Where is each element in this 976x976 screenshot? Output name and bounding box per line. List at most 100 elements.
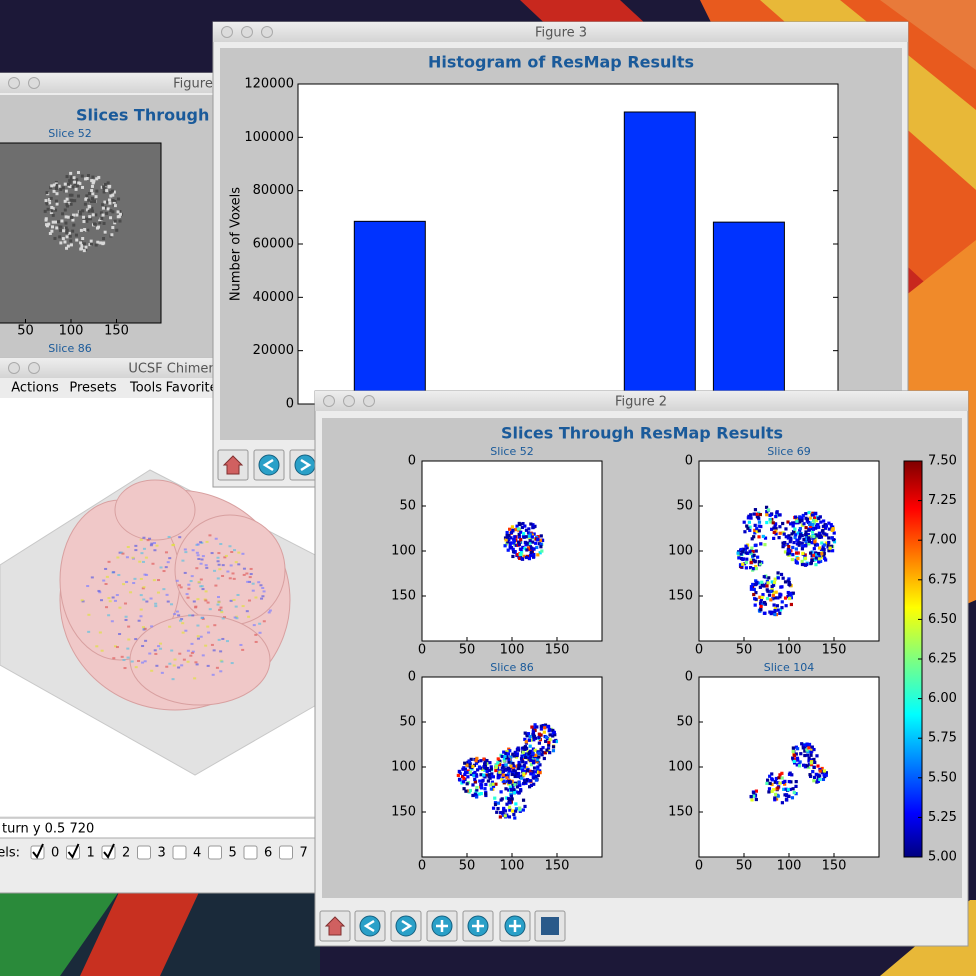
window-button[interactable]: [363, 395, 375, 407]
image-pixel: [464, 789, 468, 793]
image-pixel: [804, 530, 808, 534]
image-pixel: [109, 190, 113, 194]
image-pixel: [507, 788, 511, 792]
menu-item[interactable]: Tools: [129, 381, 162, 396]
window-button[interactable]: [8, 77, 20, 89]
surface-speck: [219, 670, 223, 673]
image-pixel: [787, 592, 791, 596]
surface-speck: [203, 598, 207, 601]
image-pixel: [496, 757, 500, 761]
surface-speck: [233, 616, 237, 619]
image-pixel: [59, 241, 63, 245]
image-pixel: [512, 788, 516, 792]
image-pixel: [94, 213, 98, 217]
image-pixel: [762, 600, 767, 605]
slice-image: [0, 142, 162, 324]
checkbox[interactable]: [279, 845, 293, 860]
surface-speck: [194, 606, 198, 609]
surface-speck: [129, 591, 133, 594]
image-pixel: [827, 527, 832, 531]
image-pixel: [512, 791, 517, 795]
image-pixel: [547, 725, 551, 729]
image-pixel: [788, 522, 793, 526]
image-pixel: [798, 520, 802, 524]
window-button[interactable]: [241, 26, 253, 38]
image-pixel: [806, 537, 811, 542]
image-pixel: [71, 218, 75, 222]
image-pixel: [534, 541, 538, 545]
image-pixel: [55, 185, 59, 189]
image-pixel: [499, 811, 503, 815]
image-pixel: [810, 745, 814, 749]
y-tick-label: 100000: [244, 130, 294, 145]
menu-item[interactable]: Actions: [11, 381, 59, 396]
image-pixel: [818, 774, 822, 778]
surface-speck: [216, 556, 220, 559]
icon-arrow: [300, 458, 312, 472]
image-pixel: [462, 776, 466, 780]
image-pixel: [70, 175, 74, 179]
image-pixel: [786, 536, 790, 540]
surface: [174, 514, 286, 626]
image-pixel: [795, 561, 799, 565]
menu-item[interactable]: Presets: [69, 381, 117, 396]
image-pixel: [503, 754, 507, 759]
window-button[interactable]: [28, 362, 40, 374]
checkbox[interactable]: [172, 845, 187, 860]
surface-speck: [111, 596, 115, 599]
window-button[interactable]: [343, 395, 355, 407]
checkbox[interactable]: [243, 845, 258, 860]
image-pixel: [94, 243, 98, 247]
image-pixel: [748, 550, 752, 554]
window-button[interactable]: [8, 362, 20, 374]
image-pixel: [536, 537, 540, 542]
checkbox[interactable]: [208, 845, 222, 860]
surface-speck: [221, 637, 225, 640]
image-pixel: [813, 516, 817, 520]
checkbox-label: 3: [158, 846, 166, 861]
image-pixel: [500, 777, 504, 782]
image-pixel: [750, 546, 754, 550]
image-pixel: [59, 225, 63, 229]
image-pixel: [773, 796, 777, 800]
image-pixel: [736, 551, 740, 555]
surface-speck: [117, 573, 121, 576]
surface-speck: [142, 536, 146, 539]
image-pixel: [502, 759, 506, 763]
image-pixel: [533, 728, 537, 732]
surface: [129, 614, 271, 706]
image-pixel: [99, 241, 103, 245]
image-pixel: [787, 779, 791, 784]
menu-item[interactable]: Favorites: [166, 381, 225, 396]
image-pixel: [506, 772, 511, 776]
surface-speck: [248, 599, 252, 602]
y-tick-label: 80000: [253, 183, 294, 198]
checkbox[interactable]: [137, 845, 151, 860]
image-pixel: [472, 774, 476, 778]
surface-speck: [190, 575, 194, 578]
image-pixel: [786, 788, 790, 792]
image-pixel: [539, 542, 543, 546]
image-pixel: [518, 552, 522, 557]
window-button[interactable]: [28, 77, 40, 89]
x-tick-label: 0: [695, 859, 703, 874]
image-pixel: [82, 247, 86, 251]
image-pixel: [80, 174, 84, 178]
image-pixel: [820, 766, 824, 771]
image-pixel: [116, 210, 120, 214]
image-pixel: [527, 785, 532, 789]
image-pixel: [489, 774, 493, 778]
image-pixel: [822, 769, 826, 773]
window-title: Figure 3: [535, 26, 587, 41]
image-pixel: [76, 194, 80, 198]
window-button[interactable]: [261, 26, 273, 38]
window-button[interactable]: [323, 395, 335, 407]
image-pixel: [46, 207, 50, 211]
image-pixel: [519, 530, 523, 534]
window-button[interactable]: [221, 26, 233, 38]
image-pixel: [776, 781, 780, 785]
image-pixel: [522, 769, 527, 773]
surface-speck: [221, 574, 225, 577]
image-pixel: [536, 768, 540, 772]
image-pixel: [45, 200, 49, 204]
